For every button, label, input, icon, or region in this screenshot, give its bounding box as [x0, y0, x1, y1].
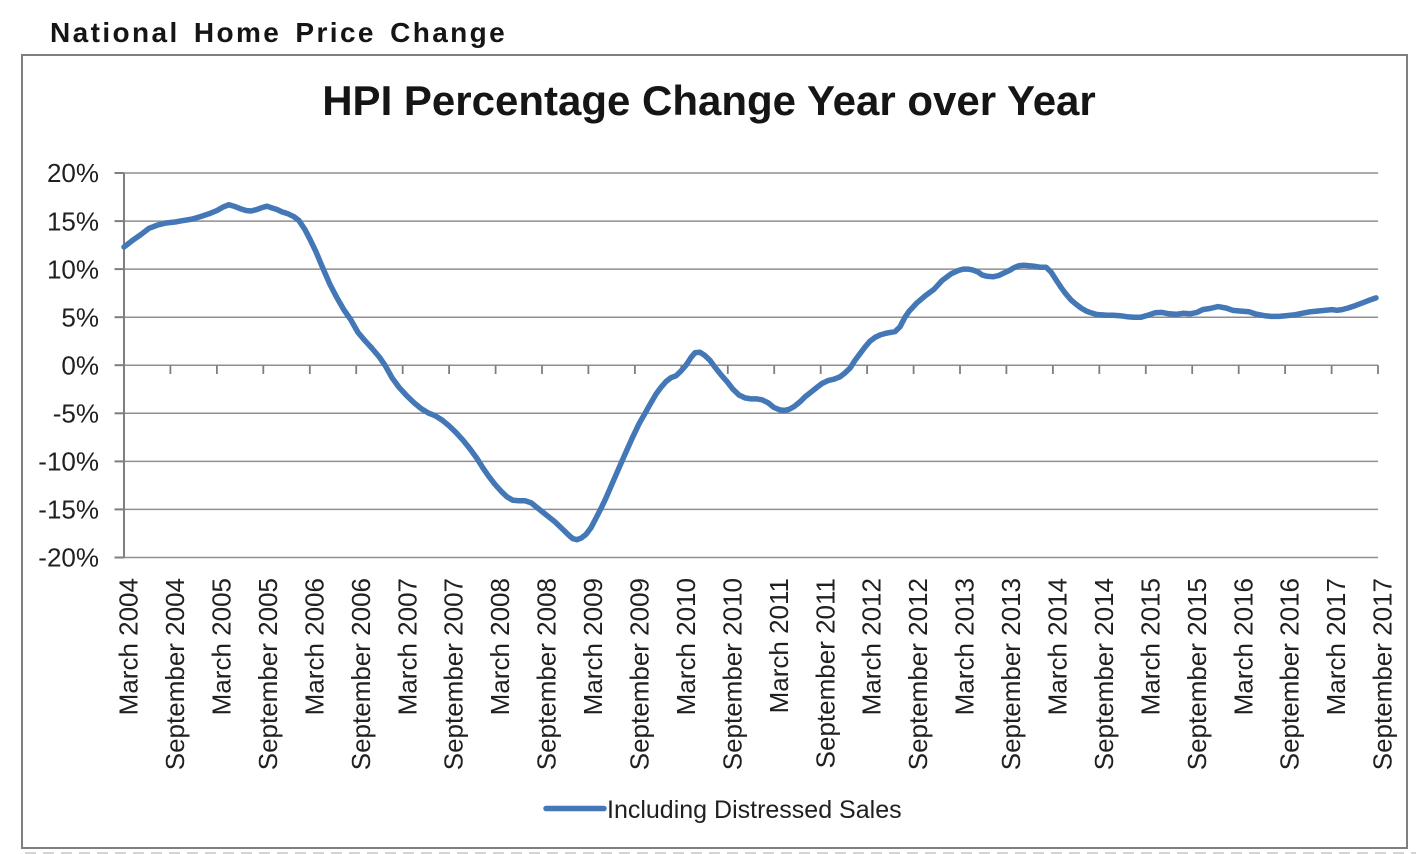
svg-text:0%: 0% — [61, 350, 99, 380]
svg-text:September 2005: September 2005 — [253, 578, 283, 770]
svg-text:March 2017: March 2017 — [1321, 578, 1351, 715]
svg-text:March 2012: March 2012 — [857, 578, 887, 715]
svg-text:15%: 15% — [47, 206, 99, 236]
svg-text:September 2013: September 2013 — [996, 578, 1026, 770]
svg-text:10%: 10% — [47, 254, 99, 284]
svg-text:March 2011: March 2011 — [764, 578, 794, 713]
svg-text:March 2005: March 2005 — [207, 578, 237, 715]
svg-text:March 2014: March 2014 — [1043, 578, 1073, 715]
svg-text:-15%: -15% — [38, 495, 99, 525]
svg-text:September 2004: September 2004 — [160, 578, 190, 770]
svg-text:March 2007: March 2007 — [392, 578, 422, 715]
svg-text:September 2011: September 2011 — [810, 578, 840, 768]
svg-text:March 2013: March 2013 — [950, 578, 980, 715]
svg-text:September 2015: September 2015 — [1182, 578, 1212, 770]
svg-text:March 2009: March 2009 — [578, 578, 608, 715]
svg-text:March 2015: March 2015 — [1135, 578, 1165, 715]
svg-text:September 2008: September 2008 — [532, 578, 562, 770]
svg-text:March 2006: March 2006 — [299, 578, 329, 715]
svg-text:-10%: -10% — [38, 447, 99, 477]
svg-text:March 2010: March 2010 — [671, 578, 701, 715]
svg-text:-20%: -20% — [38, 543, 99, 573]
svg-text:March 2008: March 2008 — [485, 578, 515, 715]
svg-text:September 2014: September 2014 — [1089, 578, 1119, 770]
svg-text:September 2006: September 2006 — [346, 578, 376, 770]
svg-text:September 2012: September 2012 — [903, 578, 933, 770]
svg-text:September 2009: September 2009 — [625, 578, 655, 770]
svg-text:September 2016: September 2016 — [1275, 578, 1305, 770]
svg-text:September 2010: September 2010 — [717, 578, 747, 770]
svg-text:HPI Percentage Change Year ove: HPI Percentage Change Year over Year — [322, 77, 1096, 124]
svg-text:5%: 5% — [61, 302, 99, 332]
svg-text:-5%: -5% — [53, 399, 99, 429]
svg-text:National Home Price Change: National Home Price Change — [50, 17, 507, 48]
svg-text:Including Distressed Sales: Including Distressed Sales — [607, 796, 902, 824]
svg-text:March 2016: March 2016 — [1228, 578, 1258, 715]
svg-text:September 2007: September 2007 — [439, 578, 469, 770]
svg-text:March 2004: March 2004 — [114, 578, 144, 715]
svg-text:September 2017: September 2017 — [1368, 578, 1398, 770]
svg-text:20%: 20% — [47, 158, 99, 188]
